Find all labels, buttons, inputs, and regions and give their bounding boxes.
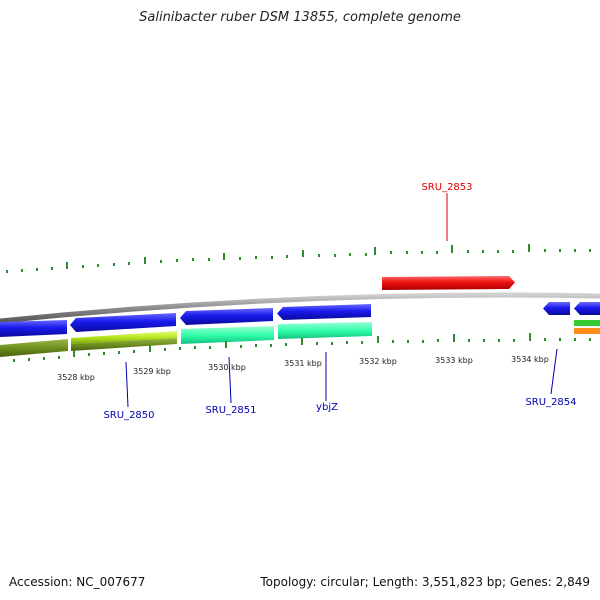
feature-block-green: [574, 320, 600, 326]
gene-label-sru-2850[interactable]: SRU_2850: [103, 410, 154, 421]
leader-sru-2851: [228, 356, 232, 404]
feature-block-lime: [71, 331, 177, 344]
gene-sru-2853-arrow[interactable]: [382, 276, 515, 290]
gene-arrow[interactable]: [574, 302, 600, 315]
scale-label: 3534 kbp: [511, 355, 549, 364]
scale-label: 3529 kbp: [133, 367, 171, 376]
gene-label-sru-2853[interactable]: SRU_2853: [421, 182, 472, 193]
gene-label-sru-2851[interactable]: SRU_2851: [205, 405, 256, 416]
feature-block-olive: [71, 338, 177, 351]
feature-block-olive: [0, 339, 68, 357]
genome-backbone: [0, 292, 600, 324]
gene-arrow[interactable]: [0, 320, 67, 337]
gene-sru-2850-arrow[interactable]: [70, 313, 176, 332]
label-leaders: [125, 193, 558, 408]
leader-sru-2850: [125, 361, 129, 408]
accession-text: Accession: NC_007677: [9, 575, 146, 589]
leader-sru-2854: [550, 348, 558, 395]
feature-block-aqua: [181, 326, 274, 344]
feature-block-orange: [574, 328, 600, 334]
gene-ybjz-arrow[interactable]: [277, 304, 371, 320]
feature-track: [0, 320, 600, 357]
scale-label: 3531 kbp: [284, 359, 322, 368]
upper-tick-row: [6, 244, 591, 273]
gene-label-ybjz[interactable]: ybjZ: [316, 402, 338, 413]
genome-summary-text: Topology: circular; Length: 3,551,823 bp…: [260, 575, 590, 589]
lower-tick-row: [13, 333, 591, 362]
gene-sru-2854-arrow[interactable]: [543, 302, 570, 315]
scale-label: 3532 kbp: [359, 357, 397, 366]
scale-labels: 3528 kbp 3529 kbp 3530 kbp 3531 kbp 3532…: [57, 355, 549, 382]
reverse-gene-track: [0, 302, 600, 337]
scale-label: 3530 kbp: [208, 363, 246, 372]
scale-label: 3528 kbp: [57, 373, 95, 382]
feature-block-aqua: [278, 322, 372, 339]
scale-label: 3533 kbp: [435, 356, 473, 365]
gene-sru-2851-arrow[interactable]: [180, 308, 273, 325]
gene-label-sru-2854[interactable]: SRU_2854: [525, 397, 576, 408]
map-title: Salinibacter ruber DSM 13855, complete g…: [139, 10, 461, 25]
gene-labels: SRU_2853 SRU_2850 SRU_2851 ybjZ SRU_2854: [103, 182, 576, 421]
